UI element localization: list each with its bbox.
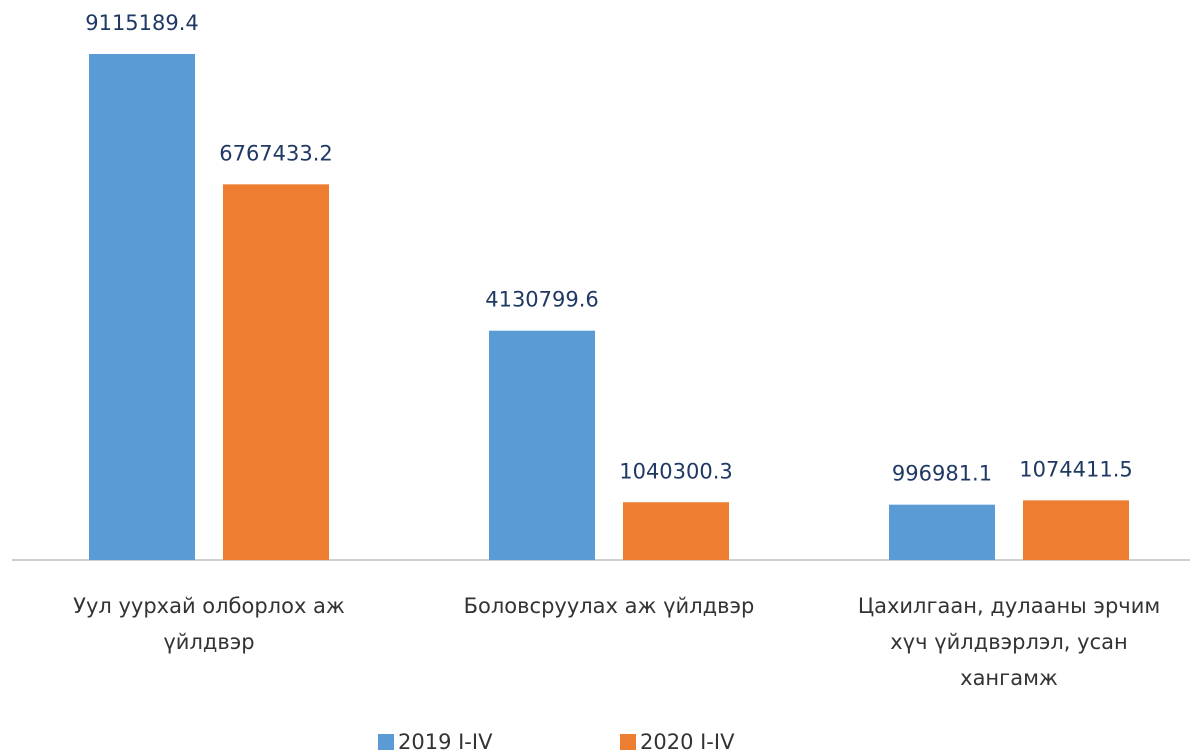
- data-label: 4130799.6: [485, 288, 599, 312]
- x-tick-label: Уул уурхай олборлох аж үйлдвэр: [73, 594, 345, 654]
- legend-label: 2019 I-IV: [398, 730, 493, 754]
- legend-item: 2020 I-IV: [620, 730, 734, 754]
- bar: [89, 54, 195, 560]
- data-label: 1040300.3: [619, 459, 733, 483]
- x-tick-label: Боловсруулах аж үйлдвэр: [463, 594, 755, 618]
- data-label: 1074411.5: [1019, 457, 1133, 481]
- bar: [623, 502, 729, 560]
- bar: [889, 504, 995, 560]
- data-label: 6767433.2: [219, 141, 333, 165]
- legend-swatch: [378, 734, 394, 750]
- x-tick-label: Цахилгаан, дулааны эрчим хүч үйлдвэрлэл,…: [857, 594, 1161, 690]
- legend-item: 2019 I-IV: [378, 730, 492, 754]
- legend-swatch: [620, 734, 636, 750]
- bar: [223, 184, 329, 561]
- bar: [489, 330, 595, 560]
- data-label: 996981.1: [892, 462, 992, 486]
- bar: [1023, 500, 1129, 560]
- legend-label: 2020 I-IV: [640, 730, 735, 754]
- data-label: 9115189.4: [85, 11, 199, 35]
